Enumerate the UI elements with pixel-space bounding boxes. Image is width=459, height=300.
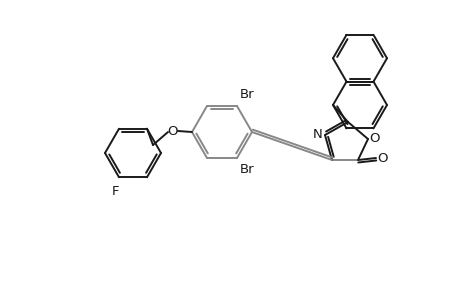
Text: Br: Br (240, 163, 254, 176)
Text: O: O (369, 131, 380, 145)
Text: F: F (112, 185, 119, 198)
Text: Br: Br (240, 88, 254, 101)
Text: N: N (313, 128, 322, 140)
Text: O: O (168, 124, 178, 137)
Text: O: O (377, 152, 387, 164)
